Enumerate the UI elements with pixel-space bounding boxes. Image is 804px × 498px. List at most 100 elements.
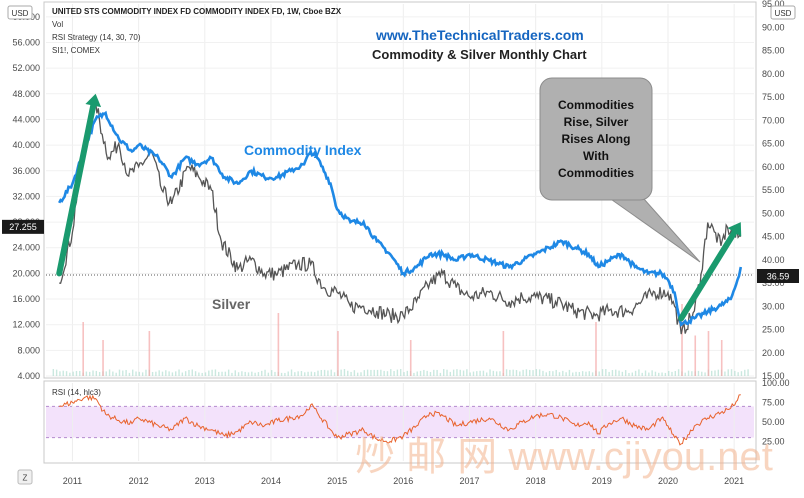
volume-bar (661, 372, 663, 376)
x-tick: 2012 (129, 476, 149, 486)
volume-bar (651, 370, 653, 376)
right-tick: 85.00 (762, 46, 785, 56)
left-tick: 40.000 (12, 140, 40, 150)
volume-spike (502, 331, 505, 376)
usd-right-badge[interactable] (770, 5, 796, 20)
volume-bar (486, 372, 488, 376)
x-tick: 2015 (327, 476, 347, 486)
trend-arrow-shaft-2 (678, 229, 738, 322)
volume-bar (310, 371, 313, 376)
volume-bar (396, 369, 399, 376)
callout-line-4: With (583, 149, 609, 163)
volume-bar (247, 372, 250, 376)
right-tick: 30.00 (762, 301, 785, 311)
volume-bar (601, 369, 604, 376)
volume-bar (714, 370, 716, 376)
volume-bar (184, 371, 187, 376)
volume-bar (347, 370, 349, 376)
volume-bar (621, 371, 624, 376)
volume-bar (581, 371, 584, 376)
volume-bar (198, 372, 200, 376)
volume-bar (118, 369, 121, 376)
left-tick: 4.000 (17, 371, 40, 381)
silver-line (59, 97, 742, 335)
volume-bar (79, 370, 81, 376)
volume-bar (552, 371, 554, 376)
volume-bar (108, 369, 111, 376)
current-price-right-box (757, 269, 799, 283)
volume-bar (489, 369, 491, 376)
volume-bar (92, 370, 94, 376)
volume-bar (327, 370, 329, 376)
right-tick: 25.00 (762, 325, 785, 335)
volume-bar (697, 370, 700, 376)
right-tick: 60.00 (762, 162, 785, 172)
volume-bar (270, 370, 273, 376)
trend-arrow-head-2 (727, 222, 742, 237)
volume-bar (188, 369, 190, 376)
volume-bar (710, 370, 713, 376)
volume-bar (730, 369, 733, 376)
volume-bar (641, 372, 643, 376)
volume-bar (727, 369, 729, 376)
volume-bar (168, 371, 170, 376)
volume-spike (102, 340, 104, 376)
volume-bar (294, 372, 296, 376)
volume-bar (734, 370, 736, 376)
volume-bar (605, 369, 607, 376)
volume-bar (330, 369, 332, 376)
volume-spike (694, 335, 697, 376)
volume-bar (634, 370, 637, 376)
volume-bar (591, 372, 594, 376)
volume-bar (59, 371, 61, 376)
volume-bar (674, 370, 676, 376)
volume-bar (575, 371, 577, 376)
callout-box (539, 77, 653, 201)
x-tick: 2016 (393, 476, 413, 486)
volume-bar (588, 371, 590, 376)
volume-bar (218, 371, 220, 376)
volume-bar (452, 369, 455, 376)
volume-bars (52, 304, 749, 376)
volume-bar (214, 369, 217, 376)
volume-bar (615, 369, 617, 376)
volume-bar (261, 370, 263, 376)
right-tick: 50.00 (762, 208, 785, 218)
volume-bar (224, 371, 227, 376)
volume-bar (241, 371, 243, 376)
site-watermark: www.TheTechnicalTraders.com (375, 27, 584, 43)
timezone-button[interactable] (17, 469, 33, 485)
volume-bar (125, 369, 127, 376)
volume-bar (204, 372, 207, 376)
volume-bar (423, 369, 425, 376)
volume-bar (333, 372, 336, 376)
volume-bar (469, 372, 471, 376)
volume-bar (436, 369, 438, 376)
volume-bar (509, 369, 511, 376)
volume-bar (304, 372, 306, 376)
volume-bar (284, 372, 286, 376)
volume-bar (479, 370, 481, 376)
volume-bar (519, 371, 521, 376)
volume-bar (393, 370, 395, 376)
volume-spike (707, 331, 710, 376)
usd-left-badge[interactable] (7, 5, 33, 20)
x-tick: 2017 (459, 476, 479, 486)
volume-bar (191, 369, 193, 376)
volume-bar (317, 370, 319, 376)
volume-spike (681, 304, 683, 376)
volume-spike (148, 331, 151, 376)
volume-bar (522, 369, 524, 376)
volume-bar (611, 370, 614, 376)
right-tick: 90.00 (762, 22, 785, 32)
volume-bar (624, 370, 627, 376)
volume-bar (132, 369, 134, 376)
volume-bar (257, 372, 260, 376)
x-tick: 2013 (195, 476, 215, 486)
volume-bar (95, 370, 98, 376)
volume-bar (704, 372, 706, 376)
x-tick: 2014 (261, 476, 281, 486)
rsi-label: RSI (14, hlc3) (52, 388, 101, 397)
volume-bar (443, 369, 445, 376)
